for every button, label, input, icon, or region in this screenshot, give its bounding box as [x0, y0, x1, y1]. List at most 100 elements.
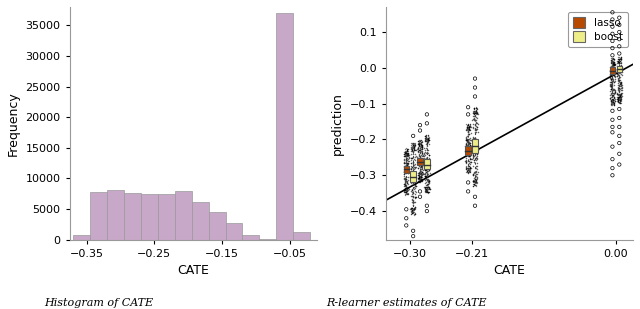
Point [606, 86, 616, 91]
Point [613, 95, 623, 99]
Point [424, 166, 435, 171]
Point [613, 91, 623, 96]
Point [471, 151, 481, 156]
Point [402, 147, 412, 152]
Point [407, 147, 417, 152]
Point [616, 85, 626, 90]
Point [463, 168, 474, 173]
Point [607, 125, 618, 129]
Point [417, 145, 428, 150]
Point [406, 168, 416, 173]
Point [463, 151, 473, 156]
Point [606, 56, 616, 61]
Point [607, 83, 617, 87]
Point [408, 170, 419, 175]
Point [465, 153, 476, 158]
Point [415, 180, 426, 185]
Point [399, 151, 410, 156]
Point [606, 103, 616, 108]
Point [401, 216, 412, 221]
Point [470, 146, 481, 151]
Point [614, 82, 625, 87]
Point [410, 205, 420, 210]
Point [462, 143, 472, 148]
Point [422, 138, 433, 143]
Point [402, 151, 412, 156]
Point [400, 187, 410, 192]
Point [410, 147, 420, 152]
Point [409, 144, 419, 149]
Point [417, 150, 428, 154]
Point [614, 92, 625, 97]
Point [417, 138, 427, 143]
Point [461, 142, 471, 147]
Point [616, 83, 626, 88]
Point [613, 95, 623, 100]
Point [416, 174, 426, 179]
Point [420, 134, 430, 139]
Point [608, 55, 618, 60]
Point [406, 171, 416, 176]
Point [616, 98, 626, 103]
Point [471, 119, 481, 124]
Point [463, 140, 473, 145]
Point [424, 167, 434, 172]
Point [470, 180, 480, 184]
Point [470, 137, 480, 142]
Point [617, 72, 627, 77]
Point [468, 183, 478, 188]
Point [407, 211, 417, 216]
Point [614, 141, 625, 146]
Point [465, 151, 476, 156]
Point [609, 87, 619, 92]
Point [468, 109, 479, 114]
Point [472, 154, 482, 159]
Point [400, 146, 410, 151]
Point [401, 189, 412, 194]
Point [470, 108, 481, 113]
Point [424, 138, 434, 142]
Point [614, 68, 625, 73]
Point [612, 70, 622, 75]
Point [613, 92, 623, 97]
Bar [158, 194, 175, 240]
Point [420, 187, 431, 192]
Point [614, 59, 624, 64]
Point [465, 141, 476, 146]
Point [607, 60, 618, 65]
Point [416, 171, 426, 176]
Point [410, 183, 420, 188]
Point [463, 125, 474, 129]
Point [407, 208, 417, 213]
Point [465, 142, 475, 147]
Point [408, 234, 419, 239]
Point [420, 167, 430, 172]
Point [609, 91, 619, 96]
Point [402, 150, 412, 155]
Point [407, 190, 417, 195]
Point [463, 137, 474, 142]
Point [400, 169, 410, 174]
Point [470, 150, 481, 155]
Point [417, 173, 427, 178]
Point [613, 100, 623, 105]
Point [409, 147, 419, 152]
Point [472, 121, 483, 126]
Point [605, 59, 616, 64]
Point [422, 188, 432, 193]
Point [470, 111, 480, 116]
Point [614, 92, 625, 97]
Point [468, 150, 479, 154]
Point [607, 31, 618, 36]
Point [414, 154, 424, 159]
Point [402, 188, 412, 193]
Point [420, 187, 430, 192]
Point [406, 200, 417, 205]
Point [465, 165, 475, 170]
Point [401, 176, 412, 181]
Point [410, 195, 420, 200]
Point [608, 64, 618, 69]
Point [615, 56, 625, 61]
Point [461, 148, 471, 153]
Point [613, 60, 623, 65]
